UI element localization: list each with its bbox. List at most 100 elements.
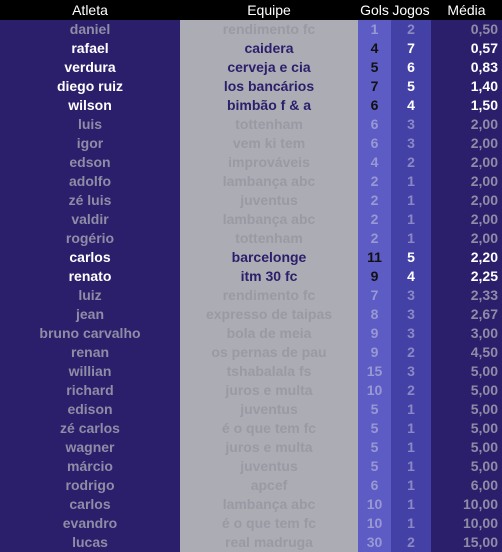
table-cell: 5 <box>358 438 391 457</box>
table-cell: 10,00 <box>431 514 502 533</box>
table-row: wagner juros e multa 5 1 5,00 <box>0 438 502 457</box>
table-cell: 3 <box>391 134 431 153</box>
table-cell: rafael <box>0 39 180 58</box>
table-cell: 1 <box>391 514 431 533</box>
table-row: adolfo lambança abc 2 1 2,00 <box>0 172 502 191</box>
table-row: rodrigo apcef 6 1 6,00 <box>0 476 502 495</box>
table-cell: 3 <box>391 286 431 305</box>
table-cell: 1 <box>391 419 431 438</box>
table-cell: 7 <box>391 39 431 58</box>
table-cell: 1 <box>358 20 391 39</box>
table-cell: 3 <box>391 362 431 381</box>
table-cell: 2 <box>358 210 391 229</box>
table-cell: 9 <box>358 267 391 286</box>
table-cell: richard <box>0 381 180 400</box>
table-cell: 4 <box>391 96 431 115</box>
header-cell: Média <box>447 2 486 18</box>
header-row: Atleta Equipe Gols Jogos Média <box>0 0 502 20</box>
table-cell: 5,00 <box>431 362 502 381</box>
table-cell: rendimento fc <box>180 20 358 39</box>
table-cell: rodrigo <box>0 476 180 495</box>
table-cell: 11 <box>358 248 391 267</box>
table-cell: 5,00 <box>431 457 502 476</box>
table-cell: 1 <box>391 438 431 457</box>
table-cell: 4 <box>391 267 431 286</box>
table-row: valdir lambança abc 2 1 2,00 <box>0 210 502 229</box>
table-cell: zé luis <box>0 191 180 210</box>
table-cell: 2 <box>391 20 431 39</box>
table-row: evandro é o que tem fc 10 1 10,00 <box>0 514 502 533</box>
header-cell: Equipe <box>247 2 291 18</box>
table-cell: é o que tem fc <box>180 514 358 533</box>
table-cell: os pernas de pau <box>180 343 358 362</box>
table-cell: diego ruiz <box>0 77 180 96</box>
table-cell: 0,57 <box>431 39 502 58</box>
table-cell: adolfo <box>0 172 180 191</box>
table-cell: carlos <box>0 495 180 514</box>
table-cell: real madruga <box>180 533 358 552</box>
table-cell: expresso de taipas <box>180 305 358 324</box>
table-cell: 6,00 <box>431 476 502 495</box>
table-cell: 2,00 <box>431 172 502 191</box>
table-cell: apcef <box>180 476 358 495</box>
table-cell: 4 <box>358 39 391 58</box>
table-cell: barcelonge <box>180 248 358 267</box>
table-cell: 2,00 <box>431 134 502 153</box>
table-row: renato itm 30 fc 9 4 2,25 <box>0 267 502 286</box>
table-cell: 7 <box>358 77 391 96</box>
table-cell: valdir <box>0 210 180 229</box>
table-cell: 1 <box>391 210 431 229</box>
table-cell: 30 <box>358 533 391 552</box>
table-cell: 5 <box>391 248 431 267</box>
table-cell: 2 <box>391 533 431 552</box>
table-cell: 10,00 <box>431 495 502 514</box>
table-row: luiz rendimento fc 7 3 2,33 <box>0 286 502 305</box>
table-cell: luis <box>0 115 180 134</box>
table-cell: igor <box>0 134 180 153</box>
table-cell: 5,00 <box>431 438 502 457</box>
table-cell: 6 <box>391 58 431 77</box>
table-cell: willian <box>0 362 180 381</box>
table-cell: 10 <box>358 381 391 400</box>
table-cell: 5 <box>358 400 391 419</box>
table-cell: 1 <box>391 495 431 514</box>
table-cell: wagner <box>0 438 180 457</box>
table-cell: 1 <box>391 457 431 476</box>
table-cell: daniel <box>0 20 180 39</box>
table-cell: 0,50 <box>431 20 502 39</box>
table-row: bruno carvalho bola de meia 9 3 3,00 <box>0 324 502 343</box>
table-row: luis tottenham 6 3 2,00 <box>0 115 502 134</box>
table-cell: edson <box>0 153 180 172</box>
table-cell: evandro <box>0 514 180 533</box>
table-row: wilson bimbão f & a 6 4 1,50 <box>0 96 502 115</box>
table-cell: juventus <box>180 191 358 210</box>
table-cell: 6 <box>358 476 391 495</box>
table-cell: 5,00 <box>431 381 502 400</box>
table-row: rogério tottenham 2 1 2,00 <box>0 229 502 248</box>
table-cell: 2 <box>391 381 431 400</box>
table-cell: 9 <box>358 324 391 343</box>
table-cell: 2,00 <box>431 115 502 134</box>
table-cell: 3 <box>391 324 431 343</box>
header-cell: Jogos <box>392 2 430 18</box>
table-cell: 2,20 <box>431 248 502 267</box>
table-cell: 1,40 <box>431 77 502 96</box>
table-cell: zé carlos <box>0 419 180 438</box>
table-cell: edison <box>0 400 180 419</box>
table-cell: 1 <box>391 400 431 419</box>
table-cell: 6 <box>358 134 391 153</box>
table-row: diego ruiz los bancários 7 5 1,40 <box>0 77 502 96</box>
table-cell: 9 <box>358 343 391 362</box>
table-row: jean expresso de taipas 8 3 2,67 <box>0 305 502 324</box>
table-cell: 10 <box>358 495 391 514</box>
table-cell: 8 <box>358 305 391 324</box>
table-cell: lambança abc <box>180 172 358 191</box>
table-cell: 2 <box>358 191 391 210</box>
table-row: richard juros e multa 10 2 5,00 <box>0 381 502 400</box>
header-cell: Gols <box>360 2 389 18</box>
table-cell: 2,25 <box>431 267 502 286</box>
table-cell: 2,33 <box>431 286 502 305</box>
table-row: verdura cerveja e cia 5 6 0,83 <box>0 58 502 77</box>
